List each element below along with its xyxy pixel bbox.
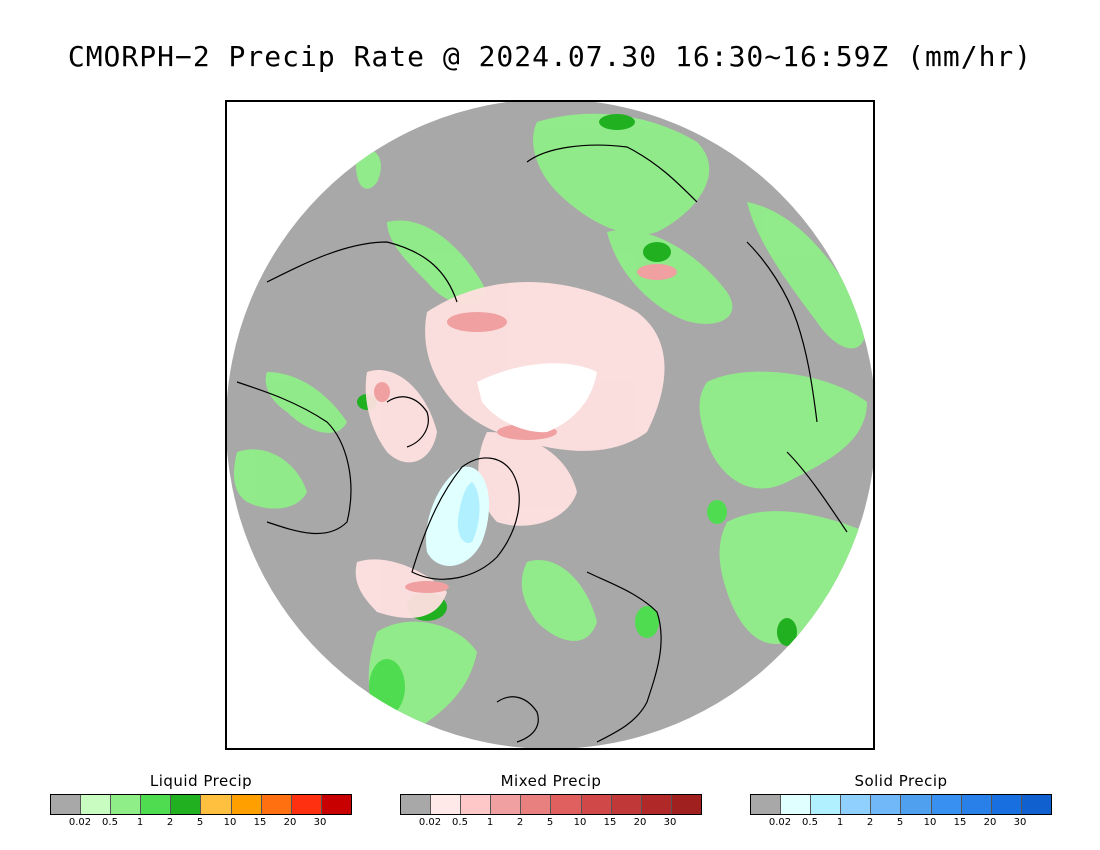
legend-swatch xyxy=(871,795,902,814)
legend-tick-label: 20 xyxy=(983,817,997,828)
legend-tick-label: 10 xyxy=(223,817,237,828)
legend-swatch xyxy=(81,795,112,814)
legend-swatch xyxy=(811,795,842,814)
legend-swatch xyxy=(961,795,992,814)
legend-swatch xyxy=(841,795,872,814)
legend-tick-label: 2 xyxy=(166,817,174,828)
legend-tick-label: 15 xyxy=(253,817,267,828)
legend-tick-label: 0.5 xyxy=(802,817,818,828)
tick-labels: 0.02 0.5 1 2 5 10 15 20 30 xyxy=(50,815,350,829)
legend-tick-label: 5 xyxy=(896,817,904,828)
legend-swatch xyxy=(931,795,962,814)
legend-swatch xyxy=(231,795,262,814)
legend-tick-label: 30 xyxy=(313,817,327,828)
legend-title: Solid Precip xyxy=(854,772,948,790)
coastlines xyxy=(236,144,848,743)
solid-precip-patches xyxy=(426,466,490,566)
legend-solid-precip: Solid Precip 0.02 0.5 1 2 5 10 15 20 30 xyxy=(750,770,1052,829)
legend-tick-label: 0.5 xyxy=(452,817,468,828)
legend-swatch xyxy=(401,795,432,814)
legend-tick-label: 0.02 xyxy=(768,817,792,828)
legend-swatch xyxy=(521,795,552,814)
legend-tick-label: 2 xyxy=(516,817,524,828)
polar-no-data-wedge xyxy=(477,363,597,433)
legend-swatch xyxy=(781,795,812,814)
color-bar xyxy=(750,794,1052,815)
color-bar xyxy=(400,794,702,815)
legend-tick-label: 0.02 xyxy=(68,817,92,828)
legend-swatch xyxy=(551,795,582,814)
legend-swatch xyxy=(671,795,701,814)
legend-tick-label: 30 xyxy=(663,817,677,828)
legend-swatch xyxy=(461,795,492,814)
legend-swatch xyxy=(141,795,172,814)
legend-tick-label: 0.5 xyxy=(102,817,118,828)
legend-tick-label: 2 xyxy=(866,817,874,828)
legend-swatch xyxy=(261,795,292,814)
polar-precip-map xyxy=(227,102,873,748)
legend-swatch xyxy=(291,795,322,814)
legend-swatch xyxy=(171,795,202,814)
legend-swatch xyxy=(491,795,522,814)
legend-swatch xyxy=(111,795,142,814)
legend-swatch xyxy=(201,795,232,814)
polar-map-frame xyxy=(225,100,875,750)
tick-labels: 0.02 0.5 1 2 5 10 15 20 30 xyxy=(750,815,1050,829)
legend-tick-label: 30 xyxy=(1013,817,1027,828)
legend-swatch xyxy=(1021,795,1051,814)
legend-swatch xyxy=(901,795,932,814)
legend-swatch xyxy=(751,795,782,814)
legend-tick-label: 15 xyxy=(603,817,617,828)
legend-swatch xyxy=(51,795,82,814)
map-title: CMORPH−2 Precip Rate @ 2024.07.30 16:30~… xyxy=(67,40,1033,73)
legend-tick-label: 15 xyxy=(953,817,967,828)
legend-swatch xyxy=(641,795,672,814)
tick-labels: 0.02 0.5 1 2 5 10 15 20 30 xyxy=(400,815,700,829)
legend-tick-label: 20 xyxy=(633,817,647,828)
color-bar xyxy=(50,794,352,815)
legend-swatch xyxy=(611,795,642,814)
legend-tick-label: 10 xyxy=(923,817,937,828)
legend-tick-label: 5 xyxy=(546,817,554,828)
legend-tick-label: 1 xyxy=(136,817,144,828)
legend-tick-label: 20 xyxy=(283,817,297,828)
legend-tick-label: 1 xyxy=(836,817,844,828)
legend-tick-label: 1 xyxy=(486,817,494,828)
legend-tick-label: 10 xyxy=(573,817,587,828)
legend-swatch xyxy=(581,795,612,814)
legend-swatch xyxy=(321,795,351,814)
legend-tick-label: 5 xyxy=(196,817,204,828)
legend-liquid-precip: Liquid Precip 0.02 0.5 1 2 5 10 15 20 30 xyxy=(50,770,352,829)
legend-mixed-precip: Mixed Precip 0.02 0.5 1 2 5 10 15 20 30 xyxy=(400,770,702,829)
legend-swatch xyxy=(431,795,462,814)
legend-title: Liquid Precip xyxy=(149,772,253,790)
legend-tick-label: 0.02 xyxy=(418,817,442,828)
legend-swatch xyxy=(991,795,1022,814)
legend-title: Mixed Precip xyxy=(500,772,602,790)
